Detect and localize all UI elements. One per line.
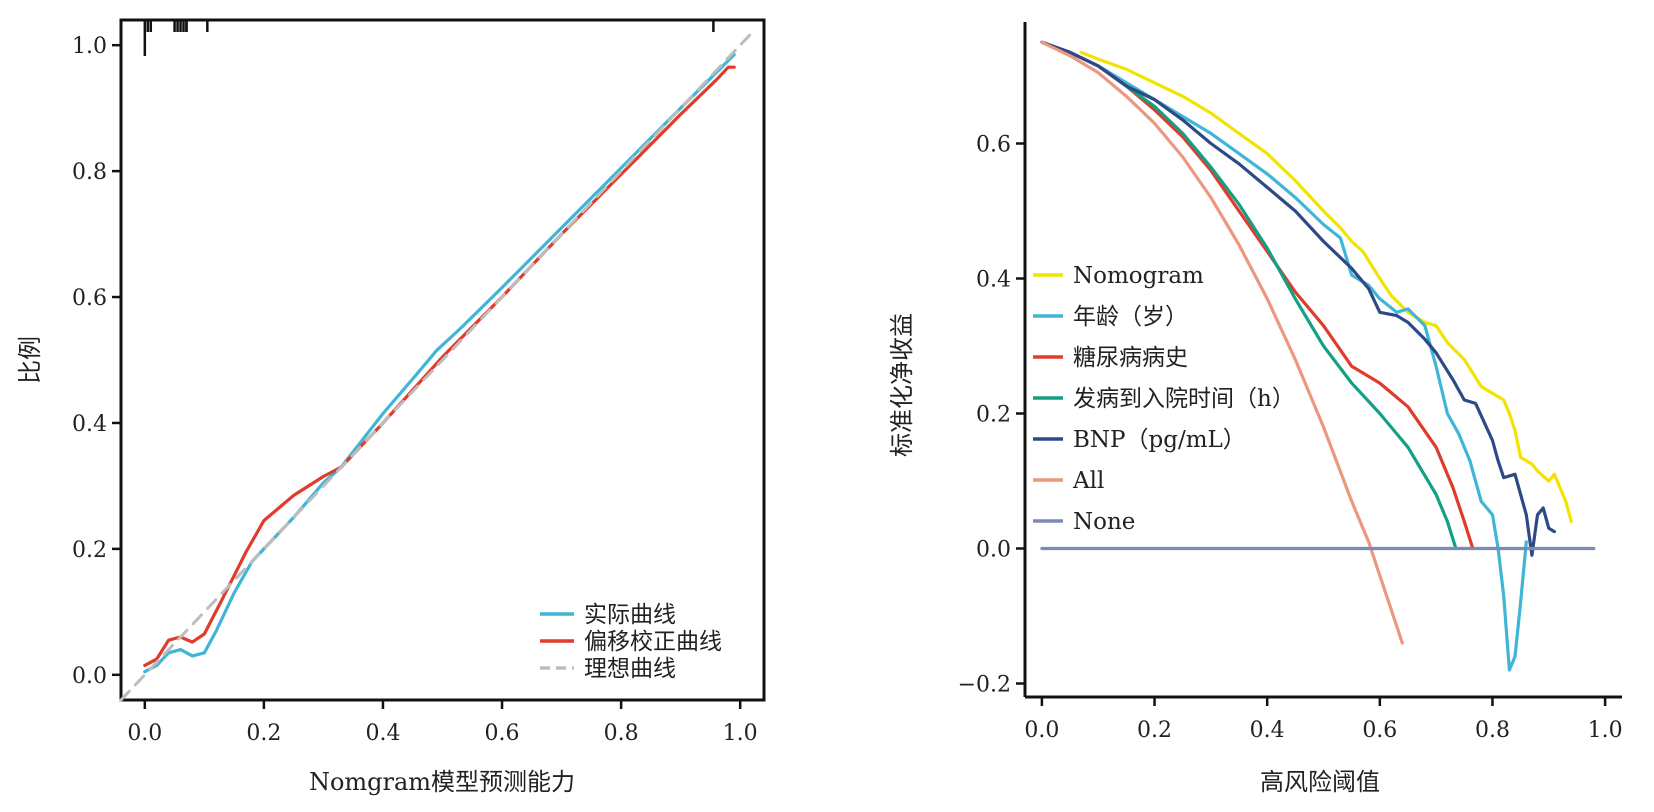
- calibration-legend-label: 偏移校正曲线: [584, 629, 722, 655]
- calibration-y-axis-title: 比例: [16, 336, 44, 384]
- calibration-x-tick-label: 0.0: [127, 721, 162, 746]
- decision-legend-label: BNP（pg/mL）: [1073, 427, 1246, 453]
- calibration-series-line-3: [119, 31, 754, 702]
- decision-x-tick-label: 0.4: [1250, 718, 1285, 743]
- decision-legend-label: All: [1072, 468, 1104, 494]
- calibration-x-axis-title: Nomgram模型预测能力: [309, 768, 575, 796]
- decision-y-tick-label: 0.2: [976, 403, 1011, 428]
- calibration-x-tick-label: 0.6: [485, 721, 520, 746]
- calibration-series-line-2: [143, 65, 736, 668]
- decision-legend-label: None: [1073, 509, 1135, 535]
- calibration-y-tick-label: 1.0: [72, 34, 107, 59]
- calibration-y-tick-label: 0.4: [72, 412, 107, 437]
- calibration-legend-label: 实际曲线: [584, 602, 676, 628]
- calibration-x-tick-label: 0.4: [365, 721, 400, 746]
- decision-series-line-6: [1040, 40, 1404, 645]
- decision-x-tick-label: 0.2: [1137, 718, 1172, 743]
- calibration-plot-frame: [119, 18, 766, 702]
- decision-y-ticks: −0.2 0.0 0.2 0.4 0.6: [958, 133, 1025, 698]
- decision-series-line-2: [1040, 40, 1528, 672]
- calibration-rug: [143, 20, 715, 56]
- decision-legend-label: 糖尿病病史: [1073, 345, 1188, 371]
- decision-y-tick-label: 0.6: [976, 133, 1011, 158]
- decision-y-tick-label: −0.2: [958, 673, 1011, 698]
- decision-x-tick-label: 1.0: [1588, 718, 1623, 743]
- calibration-x-tick-label: 1.0: [723, 721, 758, 746]
- decision-series-line-3: [1040, 40, 1475, 551]
- calibration-x-tick-label: 0.8: [604, 721, 639, 746]
- decision-y-axis-title: 标准化净收益: [888, 313, 916, 457]
- calibration-y-tick-label: 0.2: [72, 538, 107, 563]
- decision-y-tick-label: 0.4: [976, 268, 1011, 293]
- decision-series-layer: [1040, 40, 1596, 672]
- calibration-y-ticks: 0.0 0.2 0.4 0.6 0.8 1.0: [72, 34, 121, 689]
- calibration-x-tick-label: 0.2: [246, 721, 281, 746]
- calibration-y-tick-label: 0.0: [72, 664, 107, 689]
- calibration-legend-label: 理想曲线: [584, 656, 676, 682]
- decision-series-line-5: [1040, 40, 1557, 557]
- calibration-y-tick-label: 0.6: [72, 286, 107, 311]
- decision-curve-panel: 0.0 0.2 0.4 0.6 0.8 1.0 −0.2 0.0 0.2 0.4 0.6 高风险阈…: [888, 22, 1623, 796]
- decision-legend-label: 发病到入院时间（h）: [1073, 386, 1295, 412]
- decision-legend-label: Nomogram: [1073, 263, 1204, 289]
- calibration-y-tick-label: 0.8: [72, 160, 107, 185]
- decision-series-line-1: [1079, 50, 1573, 524]
- calibration-x-ticks: 0.0 0.2 0.4 0.6 0.8 1.0: [127, 700, 758, 746]
- decision-x-tick-label: 0.0: [1024, 718, 1059, 743]
- decision-x-tick-label: 0.8: [1475, 718, 1510, 743]
- decision-legend-label: 年龄（岁）: [1073, 304, 1188, 330]
- decision-x-tick-label: 0.6: [1362, 718, 1397, 743]
- calibration-series-layer: [119, 31, 754, 702]
- decision-y-tick-label: 0.0: [976, 538, 1011, 563]
- calibration-panel: 0.0 0.2 0.4 0.6 0.8 1.0 0.0 0.2 0.4 0.6 0.8 1.0 No…: [16, 18, 766, 796]
- decision-x-ticks: 0.0 0.2 0.4 0.6 0.8 1.0: [1024, 697, 1623, 743]
- decision-x-axis-title: 高风险阈值: [1260, 768, 1380, 796]
